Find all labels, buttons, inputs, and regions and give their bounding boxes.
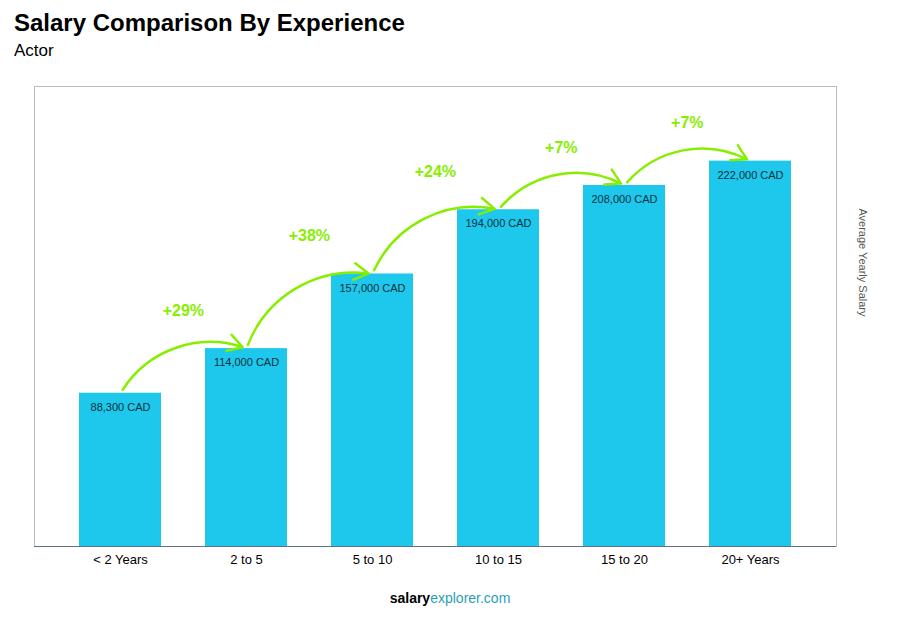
svg-text:2 to 5: 2 to 5 xyxy=(230,552,263,567)
svg-text:+7%: +7% xyxy=(545,139,577,156)
svg-text:+38%: +38% xyxy=(289,227,330,244)
svg-text:+29%: +29% xyxy=(163,302,204,319)
svg-text:5 to 10: 5 to 10 xyxy=(353,552,393,567)
svg-text:114,000 CAD: 114,000 CAD xyxy=(214,356,279,368)
svg-text:10 to 15: 10 to 15 xyxy=(475,552,522,567)
html-text:Actor: Actor xyxy=(14,41,54,60)
svg-text:157,000 CAD: 157,000 CAD xyxy=(339,281,405,293)
html-text:salary explorer.com: salary explorer.com xyxy=(389,590,511,606)
svg-text:222,000 CAD: 222,000 CAD xyxy=(717,169,783,181)
svg-text:< 2 Years: < 2 Years xyxy=(93,552,148,567)
svg-text:194,000 CAD: 194,000 CAD xyxy=(465,217,531,229)
svg-text:15 to 20: 15 to 20 xyxy=(601,552,648,567)
html-text:Salary Comparison By Experienc: Salary Comparison By Experience xyxy=(14,9,405,36)
svg-text:88,300 CAD: 88,300 CAD xyxy=(91,401,151,413)
svg-text:+24%: +24% xyxy=(415,163,456,180)
svg-text:20+ Years: 20+ Years xyxy=(721,552,780,567)
svg-text:208,000 CAD: 208,000 CAD xyxy=(591,193,657,205)
svg-text:Average Yearly Salary: Average Yearly Salary xyxy=(857,208,869,317)
svg-text:+7%: +7% xyxy=(671,114,703,131)
